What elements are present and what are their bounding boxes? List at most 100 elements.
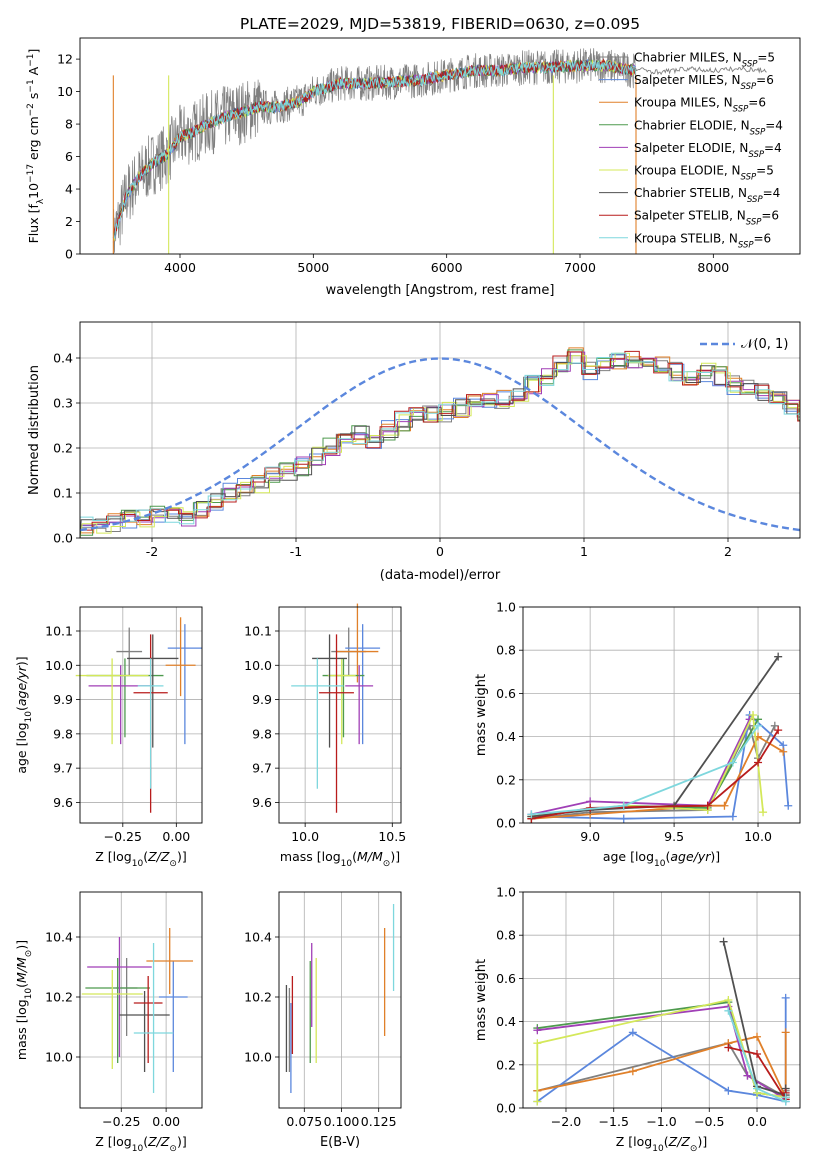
axes-frame <box>278 606 402 824</box>
y-axis-label-part: M/M <box>14 957 29 983</box>
x-axis-label: E(B-V) <box>320 1135 360 1150</box>
y-axis-label-part: ( <box>14 706 29 711</box>
x-tick-label: 10.0 <box>744 829 772 844</box>
weight-marker-salpeter-elodie <box>743 1071 752 1080</box>
weight-marker-kroupa-elodie <box>724 996 733 1004</box>
weight-marker-kroupa-elodie <box>759 808 768 817</box>
y-tick-label: 10 <box>57 84 73 99</box>
y-tick-label: 2 <box>65 214 73 229</box>
y-tick-label: 9.6 <box>53 795 73 810</box>
legend-label: Salpeter STELIB, NSSP=6 <box>634 209 779 228</box>
weight-marker-kroupa-miles <box>781 1028 790 1037</box>
x-tick-label: 0.100 <box>324 1114 360 1129</box>
y-axis-label: age [log10(age/yr)] <box>14 656 34 773</box>
legend-label-part: SSP <box>733 105 749 115</box>
weight-marker-kroupa-miles <box>779 747 788 756</box>
x-tick-label: −0.5 <box>694 1114 724 1129</box>
y-axis-label-part: 10 <box>26 183 41 199</box>
legend-label-part: =6 <box>756 73 774 87</box>
x-tick-label: 8000 <box>697 260 729 275</box>
x-axis-label: age [log10(age/yr)] <box>603 849 720 869</box>
weight-marker-kroupa-stelib <box>753 1084 762 1093</box>
y-axis-label-part: mass [log <box>14 999 29 1060</box>
y-axis-label: mass weight <box>474 959 489 1041</box>
axes-frame <box>79 606 203 824</box>
legend-label-part: SSP <box>742 60 758 70</box>
legend-label-part: =6 <box>754 231 772 245</box>
axes-frame <box>522 891 801 1109</box>
y-axis-label-part: erg cm <box>26 116 41 164</box>
weight-marker-salpeter-stelib <box>753 1050 762 1058</box>
legend-label-part: SSP <box>741 82 757 92</box>
y-tick-label: 0.0 <box>496 1101 516 1116</box>
legend-label-part: =4 <box>764 141 782 155</box>
y-tick-label: 0.1 <box>53 486 73 501</box>
y-axis-label-part: age/yr <box>14 665 29 706</box>
legend-label-part: =4 <box>765 118 783 132</box>
legend-label-part: SSP <box>741 173 757 183</box>
histogram-salpeter-stelib <box>80 350 800 538</box>
mass-weight-vs-age-panel: 9.0 9.5 10.0 0.0 0.2 0.4 0.6 0.8 1.0 age [log10(a… <box>474 600 801 869</box>
legend-label-part: SSP <box>747 195 763 205</box>
x-axis-label-part: Z/Z <box>147 849 170 864</box>
y-axis-label: Normed distribution <box>27 365 42 495</box>
spectrum-line-extension <box>632 66 767 76</box>
y-tick-label: 9.9 <box>252 692 272 707</box>
y-tick-label: 9.7 <box>252 761 272 776</box>
legend-label-part: SSP <box>738 240 754 250</box>
y-tick-label: 10.0 <box>45 658 73 673</box>
y-axis-label-part: 10 <box>24 711 34 723</box>
x-axis-label-part: ⊙ <box>690 1144 698 1154</box>
legend-label-part: Salpeter ELODIE, N <box>634 141 748 155</box>
x-axis-label-part: age/yr <box>670 849 711 864</box>
legend-label: Kroupa ELODIE, NSSP=5 <box>634 164 774 183</box>
x-axis-label-part: 10 <box>132 859 144 869</box>
legend-label: Kroupa MILES, NSSP=6 <box>634 96 766 115</box>
x-axis-label: Z [log10(Z/Z⊙)] <box>616 1134 707 1154</box>
x-tick-label: -1 <box>290 544 302 559</box>
legend-label-part: Salpeter STELIB, N <box>634 209 746 223</box>
x-axis-label-part: 10 <box>341 859 353 869</box>
x-axis-label-part: )] <box>177 1134 187 1149</box>
y-tick-label: 10.4 <box>45 930 73 945</box>
x-axis-label-part: ⊙ <box>169 859 177 869</box>
x-axis-label-part: 10 <box>654 859 666 869</box>
residuals-panel: -2 -1 0 1 2 0.0 0.1 0.2 0.3 0.4 𝒩(0, 1) (data-model… <box>27 321 801 583</box>
weight-marker-kroupa-stelib <box>527 810 536 819</box>
legend-label: Salpeter ELODIE, NSSP=4 <box>634 141 782 160</box>
y-tick-label: 8 <box>65 117 73 132</box>
x-tick-label: 9.5 <box>664 829 684 844</box>
x-axis-label-part: Z/Z <box>147 1134 170 1149</box>
y-tick-label: 4 <box>65 182 73 197</box>
y-axis-label-part: −17 <box>26 164 36 183</box>
y-tick-label: 0.4 <box>496 729 516 744</box>
x-axis-label-part: )] <box>390 849 400 864</box>
legend-label-part: SSP <box>750 127 766 137</box>
legend-label: 𝒩(0, 1) <box>741 337 788 352</box>
weight-marker-salpeter-stelib <box>754 758 763 767</box>
y-axis-label-part: ( <box>14 983 29 988</box>
weight-marker-salpeter-miles <box>784 801 793 810</box>
weight-marker-salpeter-miles <box>728 812 737 821</box>
y-axis-label: Flux [fλ10−17 erg cm−2 s−1 A−1] <box>26 49 46 244</box>
weight-marker-salpeter-miles <box>724 1086 733 1095</box>
y-tick-label: 1.0 <box>496 600 516 615</box>
y-tick-label: 9.6 <box>252 795 272 810</box>
y-tick-label: 0.2 <box>53 441 73 456</box>
y-axis-label-part: s <box>26 93 41 104</box>
weight-marker-kroupa-stelib <box>728 758 737 767</box>
legend-label: Chabrier STELIB, NSSP=4 <box>634 186 780 205</box>
weight-marker-kroupa-elodie <box>533 1097 542 1106</box>
x-tick-label: 0.0 <box>747 1114 767 1129</box>
y-tick-label: 9.9 <box>53 692 73 707</box>
gaussian-curve <box>79 357 801 532</box>
weight-marker-salpeter-elodie <box>533 1026 542 1035</box>
y-tick-label: 9.8 <box>252 726 272 741</box>
x-axis-label: Z [log10(Z/Z⊙)] <box>95 1134 186 1154</box>
y-tick-label: 6 <box>65 149 73 164</box>
weight-line-kroupa-elodie <box>531 711 764 818</box>
weight-line-salpeter-miles <box>531 713 790 820</box>
histogram-chabrier-stelib <box>80 359 800 538</box>
y-tick-label: 0.3 <box>53 396 73 411</box>
x-tick-label: 9.0 <box>580 829 600 844</box>
